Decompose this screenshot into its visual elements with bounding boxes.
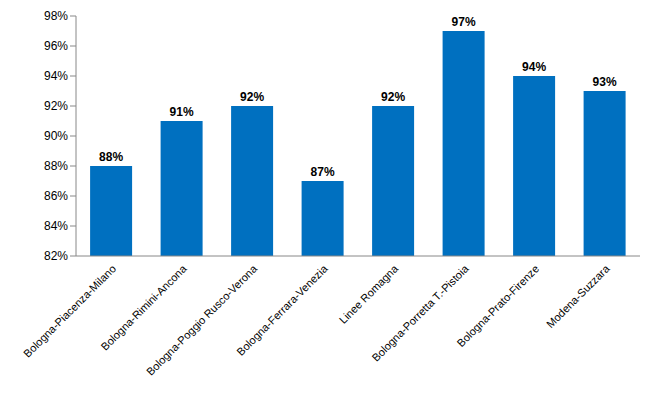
svg-text:96%: 96%	[44, 39, 68, 53]
svg-text:Bologna-Piacenza-Milano: Bologna-Piacenza-Milano	[21, 262, 119, 360]
svg-text:Bologna-Rimini-Ancona: Bologna-Rimini-Ancona	[98, 262, 189, 353]
svg-text:84%: 84%	[44, 219, 68, 233]
svg-text:Bologna-Porretta T.-Pistoia: Bologna-Porretta T.-Pistoia	[369, 262, 471, 364]
svg-text:Linee Romagna: Linee Romagna	[337, 262, 401, 326]
svg-text:88%: 88%	[99, 150, 123, 164]
svg-text:87%: 87%	[311, 165, 335, 179]
svg-text:82%: 82%	[44, 249, 68, 263]
svg-text:Bologna-Ferrara-Venezia: Bologna-Ferrara-Venezia	[234, 262, 330, 358]
svg-text:92%: 92%	[240, 90, 264, 104]
svg-text:93%: 93%	[593, 75, 617, 89]
svg-text:Bologna-Poggio Rusco-Verona: Bologna-Poggio Rusco-Verona	[144, 262, 260, 378]
svg-text:Bologna-Prato-Firenze: Bologna-Prato-Firenze	[454, 262, 541, 349]
svg-text:Modena-Suzzara: Modena-Suzzara	[544, 262, 612, 330]
svg-text:92%: 92%	[381, 90, 405, 104]
svg-text:90%: 90%	[44, 129, 68, 143]
svg-text:94%: 94%	[522, 60, 546, 74]
svg-text:97%: 97%	[452, 15, 476, 29]
svg-text:94%: 94%	[44, 69, 68, 83]
svg-text:88%: 88%	[44, 159, 68, 173]
svg-text:98%: 98%	[44, 9, 68, 23]
svg-text:86%: 86%	[44, 189, 68, 203]
svg-text:92%: 92%	[44, 99, 68, 113]
svg-text:91%: 91%	[170, 105, 194, 119]
